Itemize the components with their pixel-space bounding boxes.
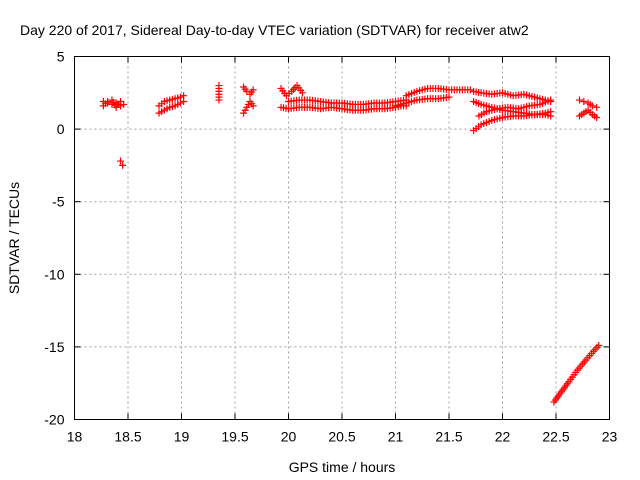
x-tick-label: 19.5 bbox=[221, 429, 248, 445]
data-point bbox=[104, 98, 112, 106]
data-point bbox=[117, 98, 125, 106]
data-point bbox=[117, 157, 125, 165]
y-axis-label: SDTVAR / TECUs bbox=[6, 182, 22, 294]
x-tick-label: 19 bbox=[174, 429, 190, 445]
grid bbox=[74, 56, 610, 420]
data-point bbox=[593, 103, 601, 111]
x-tick-label: 23 bbox=[602, 429, 618, 445]
data-point bbox=[445, 93, 453, 101]
y-tick-label: -20 bbox=[44, 412, 64, 428]
y-tick-label: 5 bbox=[57, 49, 65, 65]
y-tick-label: -5 bbox=[52, 194, 65, 210]
data-point bbox=[119, 161, 127, 169]
data-point bbox=[595, 341, 603, 349]
data-point bbox=[249, 102, 257, 110]
x-tick-label: 18.5 bbox=[114, 429, 141, 445]
y-tick-label: -10 bbox=[44, 266, 64, 282]
data-point bbox=[215, 96, 223, 104]
y-tick-label: 0 bbox=[57, 121, 65, 137]
data-marks bbox=[99, 82, 603, 406]
y-tick-label: -15 bbox=[44, 339, 64, 355]
x-tick-label: 20 bbox=[281, 429, 297, 445]
data-point bbox=[588, 102, 596, 110]
axis-ticks: 18 18.5 19 19.5 20 20.5 21 21.5 22 22.5 23 5 0 -5 -10 -… bbox=[44, 49, 617, 445]
data-point bbox=[576, 96, 584, 104]
x-tick-label: 21 bbox=[388, 429, 404, 445]
data-point bbox=[580, 98, 588, 106]
x-tick-label: 21.5 bbox=[435, 429, 462, 445]
data-point bbox=[298, 89, 306, 97]
chart-title: Day 220 of 2017, Sidereal Day-to-day VTE… bbox=[20, 22, 529, 38]
data-point bbox=[547, 96, 555, 104]
data-point bbox=[249, 86, 257, 94]
data-point bbox=[466, 86, 474, 94]
x-tick-label: 20.5 bbox=[328, 429, 355, 445]
data-point bbox=[593, 113, 601, 121]
x-tick-label: 22.5 bbox=[542, 429, 569, 445]
data-point bbox=[547, 112, 555, 120]
data-point bbox=[180, 92, 188, 100]
data-point bbox=[176, 93, 184, 101]
x-tick-label: 18 bbox=[67, 429, 83, 445]
x-axis-label: GPS time / hours bbox=[289, 459, 396, 475]
x-tick-label: 22 bbox=[495, 429, 511, 445]
